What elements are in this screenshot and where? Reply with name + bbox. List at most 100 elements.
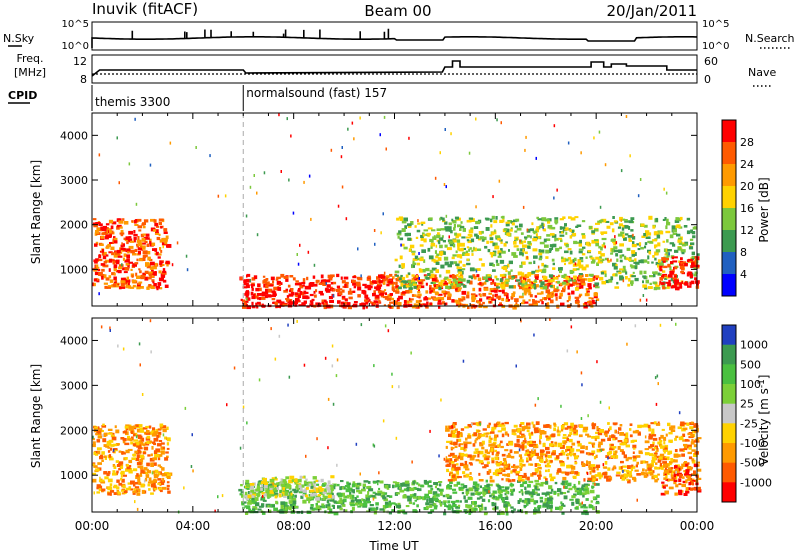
echo-cell	[426, 301, 429, 306]
y-tick-label: 1000	[60, 263, 88, 276]
echo-cell	[157, 256, 161, 259]
echo-cell	[155, 229, 159, 233]
echo-speck	[604, 163, 607, 167]
echo-cell	[352, 481, 356, 484]
echo-cell	[422, 268, 426, 273]
echo-cell	[355, 500, 360, 503]
echo-cell	[494, 282, 497, 286]
echo-cell	[628, 258, 632, 262]
echo-speck	[98, 292, 100, 296]
echo-cell	[407, 280, 412, 284]
echo-cell	[271, 295, 276, 298]
echo-cell	[674, 266, 678, 270]
echo-cell	[394, 484, 397, 488]
echo-cell	[574, 490, 580, 493]
echo-cell	[648, 464, 653, 468]
echo-cell	[422, 232, 425, 236]
echo-cell	[436, 253, 440, 257]
echo-cell	[330, 281, 334, 285]
echo-cell	[332, 485, 336, 490]
echo-cell	[649, 453, 654, 456]
echo-cell	[297, 288, 301, 291]
echo-cell	[463, 509, 468, 512]
echo-cell	[386, 297, 392, 301]
echo-cell	[647, 255, 650, 260]
echo-cell	[119, 226, 123, 229]
echo-cell	[682, 449, 685, 452]
echo-cell	[329, 484, 334, 488]
echo-cell	[160, 250, 163, 253]
echo-cell	[262, 499, 267, 502]
echo-cell	[639, 270, 643, 275]
echo-cell	[687, 462, 690, 465]
echo-cell	[594, 438, 597, 441]
echo-cell	[457, 288, 461, 292]
echo-cell	[652, 255, 655, 258]
echo-cell	[476, 436, 481, 440]
echo-cell	[489, 237, 494, 241]
echo-cell	[460, 221, 463, 224]
echo-speck	[245, 214, 248, 218]
echo-cell	[529, 294, 533, 298]
echo-cell	[268, 284, 273, 287]
echo-cell	[672, 243, 676, 247]
freq-tick-top: 12	[73, 55, 87, 68]
echo-cell	[672, 232, 678, 235]
echo-cell	[140, 247, 143, 251]
echo-cell	[696, 468, 702, 472]
echo-cell	[117, 218, 121, 221]
echo-cell	[384, 501, 389, 506]
echo-cell	[549, 504, 553, 509]
echo-cell	[328, 296, 333, 300]
echo-cell	[643, 276, 648, 280]
echo-cell	[156, 443, 162, 447]
echo-cell	[320, 274, 324, 279]
echo-speck	[639, 298, 642, 302]
echo-cell	[448, 487, 452, 490]
echo-cell	[469, 472, 472, 475]
echo-cell	[534, 286, 537, 290]
echo-speck	[363, 499, 365, 503]
x-tick-label: 00:00	[680, 519, 715, 533]
echo-cell	[532, 449, 537, 454]
echo-cell	[685, 479, 688, 484]
echo-cell	[119, 247, 122, 252]
echo-cell	[101, 249, 104, 253]
echo-cell	[398, 295, 403, 300]
echo-cell	[397, 235, 400, 239]
echo-cell	[647, 424, 651, 429]
echo-cell	[517, 427, 522, 432]
echo-cell	[628, 226, 631, 230]
echo-cell	[92, 222, 97, 226]
echo-cell	[486, 487, 491, 491]
echo-cell	[463, 441, 468, 444]
echo-cell	[373, 302, 376, 305]
echo-cell	[301, 281, 306, 284]
echo-cell	[376, 480, 380, 483]
echo-cell	[567, 292, 571, 296]
echo-cell	[652, 239, 657, 242]
echo-cell	[659, 230, 664, 235]
echo-cell	[363, 290, 367, 295]
echo-speck	[637, 194, 640, 198]
echo-cell	[108, 454, 112, 458]
echo-cell	[534, 295, 538, 298]
echo-cell	[448, 461, 452, 465]
echo-cell	[558, 237, 563, 240]
echo-cell	[272, 488, 277, 491]
echo-cell	[408, 248, 412, 252]
echo-cell	[277, 287, 282, 291]
echo-cell	[456, 239, 461, 243]
echo-cell	[664, 277, 668, 280]
echo-cell	[511, 277, 514, 280]
echo-cell	[413, 303, 416, 307]
echo-cell	[399, 217, 404, 221]
echo-cell	[565, 445, 571, 449]
echo-cell	[94, 426, 98, 429]
echo-cell	[327, 490, 331, 494]
power-ylabel: Slant Range [km]	[29, 160, 43, 264]
echo-speck	[411, 460, 413, 464]
echo-cell	[419, 257, 424, 262]
echo-cell	[516, 228, 522, 231]
echo-cell	[292, 500, 297, 505]
